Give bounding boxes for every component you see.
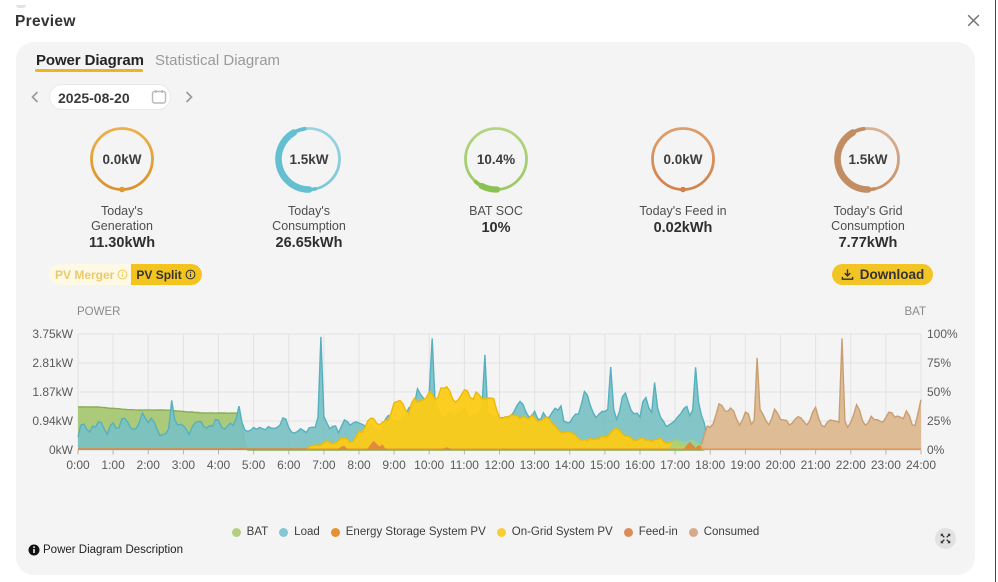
svg-text:POWER: POWER — [77, 306, 120, 318]
svg-text:5:00: 5:00 — [242, 458, 266, 472]
svg-text:50%: 50% — [927, 385, 951, 399]
svg-text:10.4%: 10.4% — [477, 152, 515, 167]
svg-text:14:00: 14:00 — [555, 458, 585, 472]
svg-text:1:00: 1:00 — [101, 458, 125, 472]
svg-text:2:00: 2:00 — [137, 458, 161, 472]
svg-text:3.75kW: 3.75kW — [32, 327, 73, 341]
svg-text:17:00: 17:00 — [660, 458, 690, 472]
svg-text:1.87kW: 1.87kW — [32, 385, 73, 399]
svg-text:BAT: BAT — [904, 306, 926, 318]
svg-text:6:00: 6:00 — [277, 458, 301, 472]
svg-text:24:00: 24:00 — [906, 458, 936, 472]
svg-text:9:00: 9:00 — [382, 458, 406, 472]
svg-text:15:00: 15:00 — [590, 458, 620, 472]
svg-text:23:00: 23:00 — [871, 458, 901, 472]
svg-text:20:00: 20:00 — [765, 458, 795, 472]
svg-text:13:00: 13:00 — [520, 458, 550, 472]
svg-text:0.0kW: 0.0kW — [663, 152, 702, 167]
svg-text:0:00: 0:00 — [66, 458, 90, 472]
svg-text:0kW: 0kW — [49, 443, 74, 457]
svg-text:1.5kW: 1.5kW — [289, 152, 328, 167]
svg-text:16:00: 16:00 — [625, 458, 655, 472]
svg-text:12:00: 12:00 — [484, 458, 514, 472]
svg-text:7:00: 7:00 — [312, 458, 336, 472]
svg-text:4:00: 4:00 — [207, 458, 231, 472]
svg-text:75%: 75% — [927, 356, 951, 370]
svg-text:3:00: 3:00 — [172, 458, 196, 472]
svg-text:8:00: 8:00 — [347, 458, 371, 472]
svg-text:22:00: 22:00 — [836, 458, 866, 472]
svg-text:18:00: 18:00 — [695, 458, 725, 472]
svg-text:0.0kW: 0.0kW — [102, 152, 141, 167]
svg-text:0%: 0% — [927, 443, 945, 457]
svg-text:11:00: 11:00 — [450, 458, 479, 472]
svg-text:10:00: 10:00 — [414, 458, 444, 472]
svg-text:1.5kW: 1.5kW — [848, 152, 887, 167]
svg-text:2.81kW: 2.81kW — [32, 356, 73, 370]
svg-text:0.94kW: 0.94kW — [32, 414, 73, 428]
svg-text:100%: 100% — [927, 327, 958, 341]
svg-text:21:00: 21:00 — [801, 458, 831, 472]
svg-text:25%: 25% — [927, 414, 951, 428]
svg-text:19:00: 19:00 — [730, 458, 760, 472]
